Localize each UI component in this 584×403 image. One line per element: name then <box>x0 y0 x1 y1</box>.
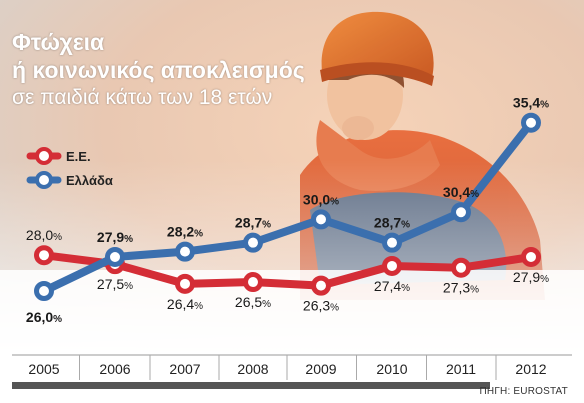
data-label-greece: 27,9% <box>97 229 133 245</box>
title-block: Φτώχεια ή κοινωνικός αποκλεισμός σε παιδ… <box>12 28 305 112</box>
data-label-eu: 28,0% <box>26 227 62 243</box>
bottom-bar <box>12 382 490 389</box>
data-point-eu <box>311 275 331 296</box>
series-layer <box>34 112 541 301</box>
x-tick-label: 2012 <box>515 361 546 377</box>
data-label-eu: 26,3% <box>303 298 339 314</box>
data-point-greece <box>311 209 331 230</box>
data-label-eu: 26,4% <box>167 296 203 312</box>
data-label-eu: 26,5% <box>235 294 271 310</box>
data-label-greece: 30,0% <box>303 191 339 207</box>
x-tick-label: 2005 <box>28 361 59 377</box>
data-label-greece: 28,7% <box>235 215 271 231</box>
data-point-eu <box>521 246 541 267</box>
data-point-eu <box>243 272 263 293</box>
data-label-greece: 28,2% <box>167 224 203 240</box>
x-tick-label: 2008 <box>237 361 268 377</box>
legend-label-greece: Ελλάδα <box>66 173 113 188</box>
title-line-2: ή κοινωνικός αποκλεισμός <box>12 57 305 83</box>
data-point-greece <box>243 232 263 253</box>
data-point-greece <box>382 232 402 253</box>
data-point-eu <box>451 257 471 278</box>
data-point-eu <box>382 255 402 276</box>
data-label-greece: 28,7% <box>374 215 410 231</box>
x-tick-label: 2009 <box>305 361 336 377</box>
data-point-eu <box>175 273 195 294</box>
data-point-greece <box>175 241 195 262</box>
data-label-eu: 27,3% <box>443 280 479 296</box>
x-separators <box>79 355 497 380</box>
legend-item-greece: Ελλάδα <box>26 171 113 189</box>
data-point-greece <box>451 202 471 223</box>
series-line-eu <box>40 251 535 290</box>
data-point-eu <box>34 245 54 266</box>
x-tick-label: 2007 <box>169 361 200 377</box>
data-point-greece <box>34 281 54 301</box>
title-line-1: Φτώχεια <box>12 29 105 55</box>
legend: Ε.Ε. Ελλάδα <box>26 147 113 189</box>
x-tick-label: 2011 <box>446 361 476 377</box>
title-line-3: σε παιδιά κάτω των 18 ετών <box>12 86 273 109</box>
data-label-eu: 27,9% <box>513 269 549 285</box>
x-tick-labels: 2005 2006 2007 2008 2009 2010 2011 2012 <box>28 361 546 377</box>
legend-label-eu: Ε.Ε. <box>66 149 91 164</box>
data-point-greece <box>105 246 125 267</box>
series-line-greece <box>40 118 535 295</box>
data-label-greece: 35,4% <box>513 95 549 111</box>
data-labels: 28,0% 27,5% 26,4% 26,5% 26,3% 27,4% 27,3% 27,9%… <box>26 95 549 325</box>
source-note: ΠΗΓΗ: EUROSTAT <box>479 386 568 397</box>
data-label-eu: 27,4% <box>374 278 410 294</box>
data-label-greece: 26,0% <box>26 309 62 325</box>
legend-item-eu: Ε.Ε. <box>26 147 91 165</box>
x-tick-label: 2010 <box>376 361 407 377</box>
data-label-eu: 27,5% <box>97 276 133 292</box>
data-point-greece <box>521 112 541 133</box>
x-tick-label: 2006 <box>99 361 130 377</box>
data-label-greece: 30,4% <box>443 184 479 200</box>
